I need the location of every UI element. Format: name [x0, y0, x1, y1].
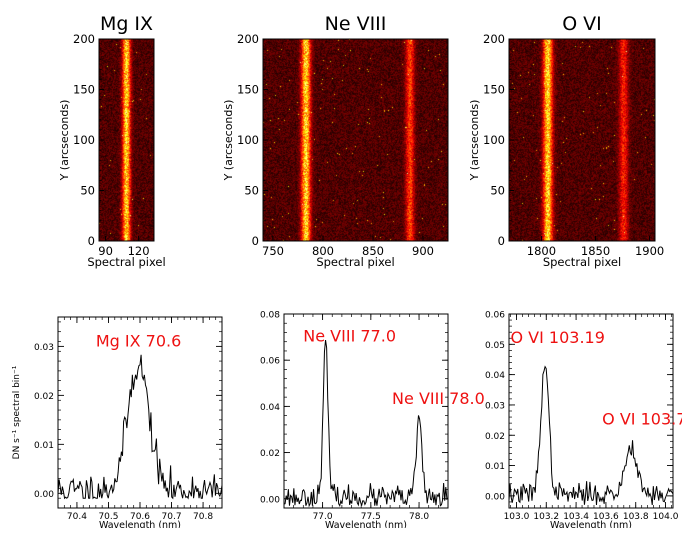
spectrum-panel-3: 0.00 0.01 0.02 0.03 0.04 0.05 0.06 103.0 103.2 10… [485, 311, 682, 532]
x-tick-label: 77.0 [313, 512, 333, 522]
x-tick-label: 103.4 [563, 512, 589, 522]
y-axis-label: DN s⁻¹ spectral bin⁻¹ [12, 365, 22, 459]
x-tick-label: 78.0 [409, 512, 429, 522]
y-tick-label-150: 150 [483, 83, 505, 97]
x-tick-label-800: 800 [312, 244, 334, 258]
y-tick-label-50: 50 [490, 184, 505, 198]
heatmap-image [263, 39, 448, 241]
heatmap-panel-1: 0 50 100 150 200 90 120 Mg IX Spectral pixel Y (a… [58, 13, 166, 269]
y-tick-label: 0.01 [485, 462, 505, 472]
y-axis-label: Y (arcseconds) [222, 100, 235, 182]
x-tick-label: 70.4 [67, 512, 87, 522]
y-tick-label-0: 0 [252, 234, 259, 248]
y-tick-label-0: 0 [88, 234, 95, 248]
y-tick-label-100: 100 [483, 133, 505, 147]
x-axis-label: Wavelength (nm) [325, 520, 407, 528]
y-tick-label: 0.06 [485, 311, 505, 321]
y-tick-label: 0.04 [485, 371, 505, 381]
y-tick-label-200: 200 [73, 32, 95, 46]
x-axis-label: Wavelength (nm) [550, 520, 632, 528]
line-annotation-1: O VI 103.19 [510, 328, 604, 347]
line-annotation-2: O VI 103.76 [602, 410, 682, 429]
spectrum-line [58, 354, 222, 500]
y-tick-label-150: 150 [237, 83, 259, 97]
x-tick-label: 103.2 [533, 512, 559, 522]
y-tick-label: 0.02 [485, 432, 505, 442]
x-axis-label: Spectral pixel [87, 255, 165, 269]
y-tick-label-0: 0 [498, 234, 505, 248]
y-tick-label: 0.03 [485, 401, 505, 411]
x-tick-label: 104.0 [653, 512, 679, 522]
y-tick-label: 0.05 [485, 341, 505, 351]
y-tick-label: 0.02 [34, 392, 54, 402]
spectrum-panel-2: 0.00 0.02 0.04 0.06 0.08 77.0 77.5 78.0Waveleng… [260, 311, 485, 532]
panel-title: O VI [562, 13, 602, 35]
y-tick-label: 0.04 [260, 403, 280, 413]
y-tick-label: 0.06 [260, 357, 280, 367]
heatmap-panel-2: 0 50 100 150 200 750 800 850 900 Ne VIII Spectral … [222, 13, 449, 269]
y-tick-label: 0.00 [485, 492, 505, 502]
x-tick-label: 77.5 [361, 512, 381, 522]
plot-frame [283, 313, 449, 509]
y-tick-label: 0.00 [34, 490, 54, 500]
x-tick-label: 103.6 [593, 512, 619, 522]
x-axis-label: Spectral pixel [543, 255, 621, 269]
x-tick-label-120: 120 [128, 244, 150, 258]
x-tick-label: 103.8 [623, 512, 649, 522]
x-tick-label: 70.8 [193, 512, 213, 522]
x-tick-label: 70.7 [162, 512, 182, 522]
x-tick-label: 70.6 [130, 512, 150, 522]
y-tick-label-150: 150 [73, 83, 95, 97]
x-tick-label-900: 900 [412, 244, 434, 258]
x-axis-label: Wavelength (nm) [99, 520, 181, 528]
y-tick-label-50: 50 [80, 184, 95, 198]
heatmap-image [99, 39, 154, 241]
heatmap-image [509, 39, 655, 241]
y-tick-label: 0.01 [34, 441, 54, 451]
x-tick-label-1900: 1900 [635, 244, 664, 258]
y-tick-label-200: 200 [483, 32, 505, 46]
y-tick-label-100: 100 [73, 133, 95, 147]
x-axis-label: Spectral pixel [316, 255, 394, 269]
x-tick-label-90: 90 [98, 244, 113, 258]
panel-title: Ne VIII [325, 13, 387, 35]
x-tick-label-1800: 1800 [527, 244, 556, 258]
x-tick-label: 103.0 [504, 512, 530, 522]
y-axis-label: Y (arcseconds) [468, 100, 481, 182]
panel-title: Mg IX [100, 13, 153, 35]
x-tick-label-850: 850 [362, 244, 384, 258]
line-annotation-2: Ne VIII 78.0 [392, 389, 485, 408]
y-tick-label-200: 200 [237, 32, 259, 46]
y-tick-label: 0.00 [260, 495, 280, 505]
y-tick-label-100: 100 [237, 133, 259, 147]
spectrum-line [509, 365, 673, 506]
x-tick-label-1850: 1850 [581, 244, 610, 258]
y-tick-label: 0.02 [260, 449, 280, 459]
y-tick-label-50: 50 [244, 184, 259, 198]
y-tick-label: 0.08 [260, 311, 280, 321]
spectrum-line [284, 339, 448, 508]
x-tick-label: 70.5 [98, 512, 118, 522]
line-annotation-1: Mg IX 70.6 [96, 331, 181, 350]
spectrum-panel-1: 0.00 0.01 0.02 0.03 70.4 70.5 70.6 70.7 70.8 Wave… [12, 316, 223, 531]
y-tick-label: 0.03 [34, 343, 54, 353]
y-axis-label: Y (arcseconds) [58, 100, 71, 182]
line-annotation-1: Ne VIII 77.0 [303, 327, 396, 346]
x-tick-label-750: 750 [262, 244, 284, 258]
heatmap-panel-3: 0 50 100 150 200 1800 1850 1900 O VI Spectral pix… [468, 13, 664, 269]
